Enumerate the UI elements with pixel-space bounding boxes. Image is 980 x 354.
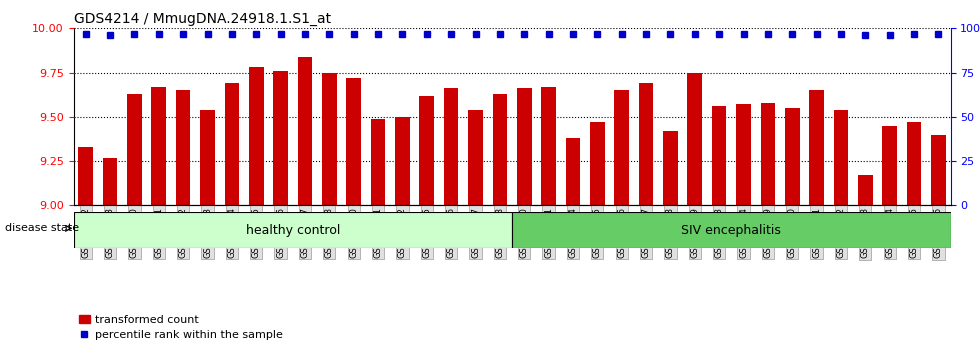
Text: SIV encephalitis: SIV encephalitis <box>681 224 781 236</box>
Bar <box>516 88 531 205</box>
Bar <box>78 147 93 205</box>
Bar <box>663 131 678 205</box>
Bar <box>127 94 142 205</box>
Bar <box>249 67 264 205</box>
Bar <box>468 110 483 205</box>
Bar <box>175 90 190 205</box>
Bar <box>565 138 580 205</box>
Text: disease state: disease state <box>5 223 79 233</box>
Bar <box>809 90 824 205</box>
Bar <box>322 73 337 205</box>
Text: healthy control: healthy control <box>246 224 340 236</box>
Bar <box>882 126 897 205</box>
Bar <box>906 122 921 205</box>
Bar <box>298 57 313 205</box>
Bar <box>103 158 118 205</box>
Bar <box>444 88 459 205</box>
Bar <box>736 104 751 205</box>
Bar <box>419 96 434 205</box>
Bar <box>760 103 775 205</box>
Bar <box>512 212 951 248</box>
Bar <box>858 175 872 205</box>
Bar <box>711 106 726 205</box>
Bar <box>931 135 946 205</box>
Bar <box>590 122 605 205</box>
Bar <box>74 212 512 248</box>
Bar <box>687 73 702 205</box>
Bar <box>370 119 385 205</box>
Bar <box>224 83 239 205</box>
Bar <box>834 110 849 205</box>
Bar <box>273 71 288 205</box>
Bar <box>493 94 508 205</box>
Bar <box>395 117 410 205</box>
Bar <box>541 87 556 205</box>
Bar <box>200 110 215 205</box>
Bar <box>346 78 361 205</box>
Bar <box>152 87 166 205</box>
Text: GDS4214 / MmugDNA.24918.1.S1_at: GDS4214 / MmugDNA.24918.1.S1_at <box>74 12 330 26</box>
Bar <box>639 83 654 205</box>
Bar <box>785 108 800 205</box>
Bar <box>614 90 629 205</box>
Legend: transformed count, percentile rank within the sample: transformed count, percentile rank withi… <box>74 310 287 345</box>
